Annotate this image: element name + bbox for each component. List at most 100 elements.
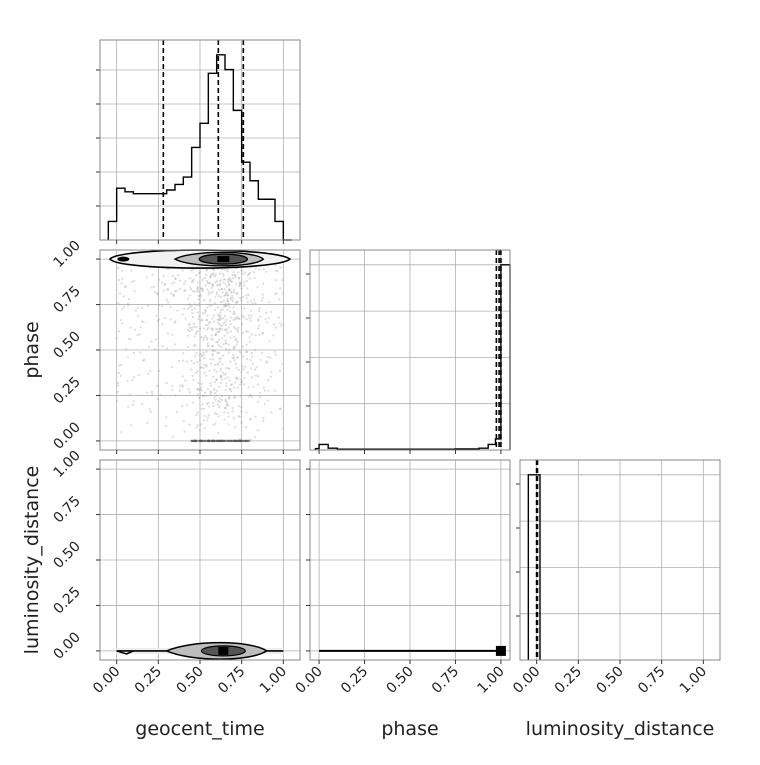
2d-geocent_time-phase-point bbox=[196, 287, 199, 290]
2d-geocent_time-phase-point bbox=[157, 303, 161, 307]
2d-geocent_time-phase-point bbox=[233, 426, 237, 429]
2d-geocent_time-phase-point bbox=[262, 282, 265, 285]
2d-geocent_time-phase-point bbox=[249, 417, 252, 420]
2d-geocent_time-phase-point bbox=[176, 309, 179, 312]
2d-geocent_time-phase-point bbox=[232, 347, 235, 350]
2d-geocent_time-phase-point-bottom bbox=[190, 439, 193, 443]
2d-geocent_time-phase-point bbox=[120, 363, 123, 366]
2d-geocent_time-phase-point bbox=[178, 389, 182, 392]
2d-geocent_time-phase-point bbox=[181, 405, 184, 408]
2d-geocent_time-phase-point bbox=[279, 407, 282, 410]
2d-geocent_time-phase-point bbox=[206, 338, 209, 341]
2d-geocent_time-phase-point bbox=[227, 326, 230, 329]
2d-geocent_time-phase-point bbox=[198, 429, 202, 432]
2d-geocent_time-phase-point bbox=[266, 355, 269, 359]
2d-geocent_time-phase-point-bottom bbox=[212, 439, 215, 443]
2d-geocent_time-phase-point bbox=[225, 384, 228, 388]
2d-geocent_time-phase-point bbox=[217, 351, 220, 354]
2d-geocent_time-phase-point bbox=[118, 330, 121, 333]
2d-geocent_time-phase-point bbox=[232, 318, 235, 322]
2d-geocent_time-phase-point bbox=[238, 415, 242, 418]
2d-geocent_time-phase-point bbox=[196, 411, 199, 414]
2d-geocent_time-phase-point bbox=[191, 374, 194, 377]
2d-geocent_time-phase-point bbox=[188, 326, 192, 329]
2d-geocent_time-phase-point bbox=[204, 308, 207, 312]
2d-geocent_time-phase-point-bottom bbox=[244, 439, 247, 443]
2d-geocent_time-phase-point bbox=[221, 337, 224, 340]
2d-geocent_time-phase-point bbox=[197, 281, 200, 284]
2d-phase-luminosity_distance-xtick-label-2: 0.50 bbox=[383, 664, 416, 697]
2d-geocent_time-phase-point bbox=[183, 289, 186, 292]
2d-geocent_time-phase-point-bottom bbox=[193, 439, 197, 443]
2d-geocent_time-phase-point bbox=[231, 383, 234, 386]
2d-geocent_time-phase-point bbox=[232, 277, 235, 280]
2d-geocent_time-phase-point-bottom bbox=[194, 439, 197, 443]
2d-geocent_time-phase-point bbox=[227, 303, 230, 306]
2d-geocent_time-phase-point bbox=[257, 318, 260, 321]
2d-geocent_time-phase-point bbox=[252, 385, 255, 388]
2d-geocent_time-phase-point bbox=[221, 272, 224, 275]
2d-geocent_time-phase-point bbox=[202, 366, 205, 370]
2d-geocent_time-phase-ytick-label-3: 0.75 bbox=[50, 283, 83, 316]
2d-geocent_time-phase-point bbox=[117, 371, 120, 375]
2d-geocent_time-phase-point bbox=[273, 389, 276, 392]
2d-geocent_time-phase-point bbox=[225, 328, 228, 331]
2d-geocent_time-phase-point bbox=[234, 318, 237, 321]
2d-geocent_time-phase-point bbox=[246, 287, 249, 290]
2d-geocent_time-phase-point bbox=[223, 295, 226, 298]
2d-geocent_time-phase-point bbox=[210, 286, 214, 289]
2d-geocent_time-phase-point bbox=[203, 312, 207, 315]
2d-geocent_time-phase-point bbox=[222, 274, 225, 278]
2d-geocent_time-phase-point bbox=[224, 407, 227, 410]
2d-geocent_time-phase-point bbox=[192, 344, 196, 348]
2d-geocent_time-phase-ytick-label-4: 1.00 bbox=[50, 238, 83, 271]
2d-geocent_time-phase-point bbox=[232, 312, 235, 315]
2d-geocent_time-phase-point bbox=[219, 357, 222, 360]
2d-geocent_time-phase-point bbox=[245, 318, 248, 321]
2d-geocent_time-phase-point bbox=[215, 340, 218, 344]
2d-geocent_time-phase-point bbox=[274, 278, 278, 282]
2d-geocent_time-phase-point bbox=[127, 304, 130, 307]
2d-geocent_time-phase-point-bottom bbox=[229, 439, 232, 443]
2d-geocent_time-phase-point bbox=[278, 298, 281, 301]
2d-geocent_time-phase-point bbox=[141, 320, 144, 323]
2d-geocent_time-phase-point bbox=[214, 309, 217, 312]
2d-geocent_time-phase-point bbox=[260, 299, 263, 302]
2d-geocent_time-phase-point-bottom bbox=[237, 439, 241, 443]
2d-geocent_time-phase-point bbox=[193, 355, 197, 358]
2d-geocent_time-phase-point bbox=[172, 281, 176, 284]
2d-geocent_time-phase-point-bottom bbox=[234, 439, 238, 443]
2d-geocent_time-phase-point-bottom bbox=[247, 439, 250, 443]
2d-geocent_time-phase-point bbox=[243, 281, 246, 284]
xlabel-geocent_time: geocent_time bbox=[135, 718, 264, 740]
2d-geocent_time-phase-point bbox=[201, 289, 204, 293]
2d-geocent_time-phase-point bbox=[224, 372, 227, 375]
2d-geocent_time-phase-point bbox=[218, 357, 221, 360]
2d-geocent_time-phase-point bbox=[197, 294, 200, 297]
2d-geocent_time-phase-point bbox=[233, 335, 236, 339]
2d-geocent_time-phase-point bbox=[250, 395, 253, 398]
2d-geocent_time-luminosity_distance-ytick-label-2: 0.50 bbox=[50, 538, 83, 571]
2d-geocent_time-phase-point bbox=[244, 426, 248, 429]
2d-geocent_time-phase-point bbox=[236, 291, 239, 294]
2d-geocent_time-phase-point bbox=[154, 338, 157, 341]
2d-geocent_time-phase-point bbox=[213, 412, 216, 415]
2d-geocent_time-phase-point bbox=[226, 300, 229, 303]
2d-geocent_time-phase-point bbox=[216, 362, 219, 365]
2d-geocent_time-phase-point bbox=[215, 291, 219, 294]
2d-geocent_time-phase-point bbox=[207, 401, 210, 404]
2d-geocent_time-phase-point bbox=[172, 294, 176, 297]
2d-geocent_time-phase-point bbox=[229, 278, 233, 281]
2d-geocent_time-phase-point-bottom bbox=[216, 439, 219, 443]
2d-geocent_time-phase-point bbox=[215, 378, 218, 382]
2d-geocent_time-phase-point bbox=[233, 395, 236, 399]
2d-geocent_time-phase-point bbox=[196, 330, 199, 333]
2d-geocent_time-phase-point bbox=[256, 285, 259, 289]
2d-geocent_time-phase-point bbox=[184, 289, 187, 292]
2d-geocent_time-phase-point bbox=[194, 344, 197, 347]
2d-geocent_time-phase-point bbox=[199, 366, 202, 369]
2d-geocent_time-phase-point bbox=[224, 323, 227, 327]
2d-geocent_time-phase-point bbox=[257, 319, 260, 322]
2d-geocent_time-phase-point bbox=[198, 388, 201, 391]
hist-phase-histogram-line bbox=[314, 264, 511, 450]
